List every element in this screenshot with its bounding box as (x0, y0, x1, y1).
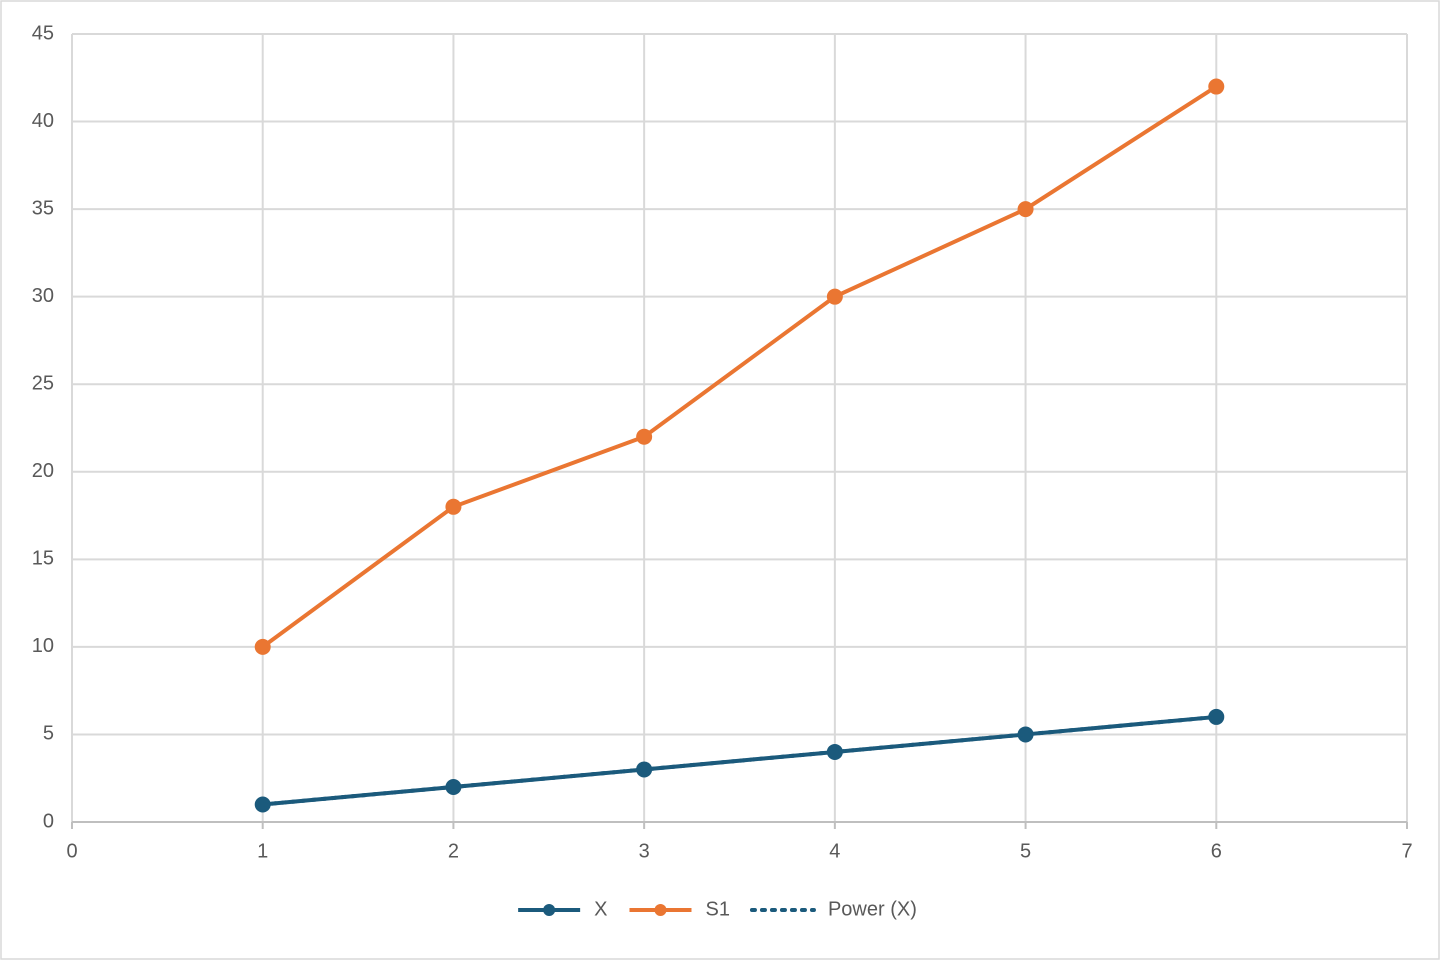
y-tick-label: 10 (32, 635, 54, 657)
marker (445, 498, 462, 515)
legend: X S1 Power (X) (518, 898, 917, 920)
y-tick-label: 20 (32, 460, 54, 482)
legend-label: Power (X) (828, 898, 917, 920)
marker (1208, 78, 1225, 95)
x-tick-label: 7 (1401, 840, 1412, 862)
legend-label: X (594, 898, 607, 920)
y-tick-label: 30 (32, 285, 54, 307)
y-tick-label: 35 (32, 197, 54, 219)
y-tick-label: 5 (43, 723, 54, 745)
y-tick-label: 45 (32, 22, 54, 44)
marker (1017, 201, 1034, 218)
x-tick-label: 2 (448, 840, 459, 862)
marker (1017, 726, 1034, 743)
y-tick-label: 15 (32, 548, 54, 570)
x-tick-label: 6 (1211, 840, 1222, 862)
marker (826, 288, 843, 305)
x-tick-label: 5 (1020, 840, 1031, 862)
series-line (261, 84, 1218, 649)
y-tick-label: 0 (43, 810, 54, 832)
x-tick-label: 0 (66, 840, 77, 862)
y-tick-label: 25 (32, 373, 54, 395)
marker (1208, 708, 1225, 725)
x-tick-label: 1 (257, 840, 268, 862)
legend-marker (543, 904, 556, 916)
legend-marker (654, 904, 667, 916)
x-tick-label: 4 (829, 840, 840, 862)
y-tick-label: 40 (32, 110, 54, 132)
x-tick-label: 3 (639, 840, 650, 862)
legend-label: S1 (705, 898, 729, 920)
marker (254, 638, 271, 655)
trendline (260, 714, 1219, 807)
marker (636, 428, 653, 445)
